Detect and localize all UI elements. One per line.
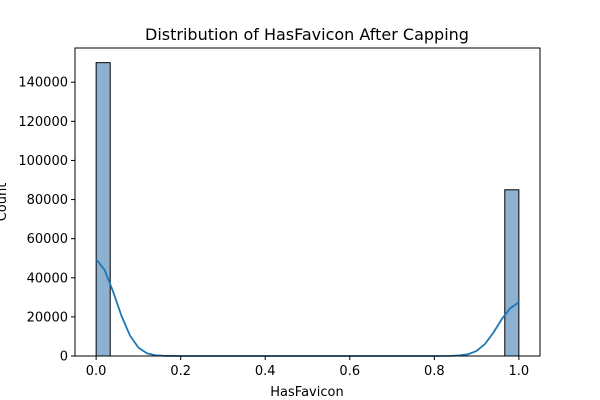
plot-area-frame <box>74 47 541 357</box>
y-tick-label: 20000 <box>27 310 68 325</box>
x-axis: 0.0 0.2 0.4 0.6 0.8 1.0 <box>86 356 529 379</box>
y-tick-label: 80000 <box>27 193 68 208</box>
x-tick-label: 0.6 <box>339 364 360 379</box>
y-tick-label: 140000 <box>18 76 68 91</box>
y-tick-label: 0 <box>60 350 68 365</box>
y-tick-label: 40000 <box>27 271 68 286</box>
y-axis-label: Count <box>0 183 10 222</box>
x-tick-label: 0.2 <box>170 364 191 379</box>
x-tick-label: 0.8 <box>424 364 445 379</box>
chart-title: Distribution of HasFavicon After Capping <box>145 25 469 44</box>
kde-line <box>95 258 520 357</box>
kde-curve-group <box>95 258 520 357</box>
histogram-bars <box>95 62 520 357</box>
y-tick-label: 120000 <box>18 115 68 130</box>
x-tick-label: 0.0 <box>86 364 107 379</box>
x-tick-label: 1.0 <box>509 364 530 379</box>
histogram-bar-0 <box>95 62 111 357</box>
x-tick-label: 0.4 <box>255 364 276 379</box>
y-tick-label: 100000 <box>18 154 68 169</box>
histogram-bar-1 <box>504 189 520 357</box>
x-axis-label: HasFavicon <box>270 385 343 400</box>
y-axis: 0 20000 40000 60000 80000 100000 120000 140000 <box>18 76 75 365</box>
y-tick-label: 60000 <box>27 232 68 247</box>
